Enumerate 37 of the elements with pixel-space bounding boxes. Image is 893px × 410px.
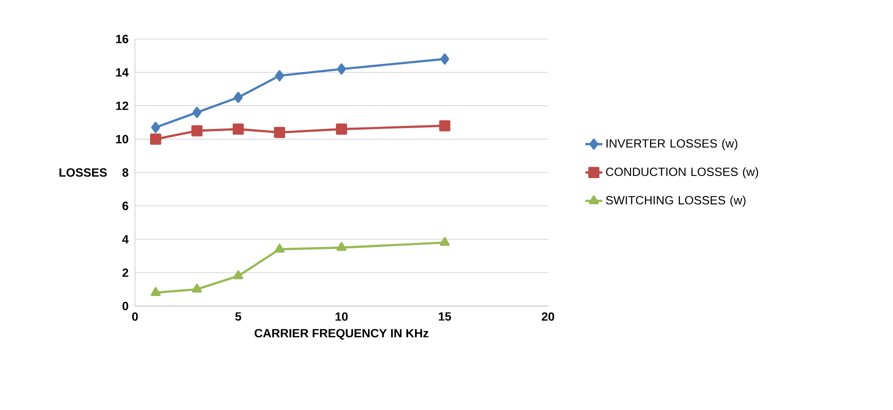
x-tick-label: 10 xyxy=(336,312,348,321)
point xyxy=(150,287,161,296)
legend-label: INVERTER LOSSES (w) xyxy=(606,138,738,150)
point xyxy=(191,125,203,136)
x-axis-title: CARRIER FREQUENCY IN KHz xyxy=(254,328,428,340)
y-tick-label: 10 xyxy=(116,134,128,144)
y-tick-label: 14 xyxy=(116,68,129,76)
point xyxy=(233,270,244,280)
point xyxy=(192,284,202,293)
point xyxy=(234,92,243,103)
point xyxy=(150,134,162,145)
x-tick-label: 15 xyxy=(438,312,452,321)
y-tick-label: 8 xyxy=(122,168,128,177)
y-tick-label: 6 xyxy=(122,202,128,210)
point xyxy=(439,120,450,132)
legend-label: SWITCHING LOSSES (w) xyxy=(606,196,746,207)
point xyxy=(274,244,285,253)
point xyxy=(337,63,346,75)
point xyxy=(232,124,244,135)
point xyxy=(336,242,346,251)
point xyxy=(440,237,450,246)
x-tick-label: 5 xyxy=(235,312,242,321)
y-tick-label: 0 xyxy=(122,302,128,310)
point xyxy=(440,53,450,65)
y-axis-title: LOSSES xyxy=(60,168,107,177)
point xyxy=(151,122,160,134)
x-tick-label: 20 xyxy=(542,312,554,321)
y-tick-label: 4 xyxy=(122,235,129,244)
y-tick-label: 16 xyxy=(116,34,128,44)
y-tick-label: 2 xyxy=(122,268,128,277)
point xyxy=(192,106,202,118)
point xyxy=(275,70,284,82)
point xyxy=(274,126,286,138)
x-tick-label: 0 xyxy=(132,312,138,321)
legend-label: CONDUCTION LOSSES (w) xyxy=(606,167,758,178)
point xyxy=(336,124,348,135)
y-tick-label: 12 xyxy=(116,102,128,110)
